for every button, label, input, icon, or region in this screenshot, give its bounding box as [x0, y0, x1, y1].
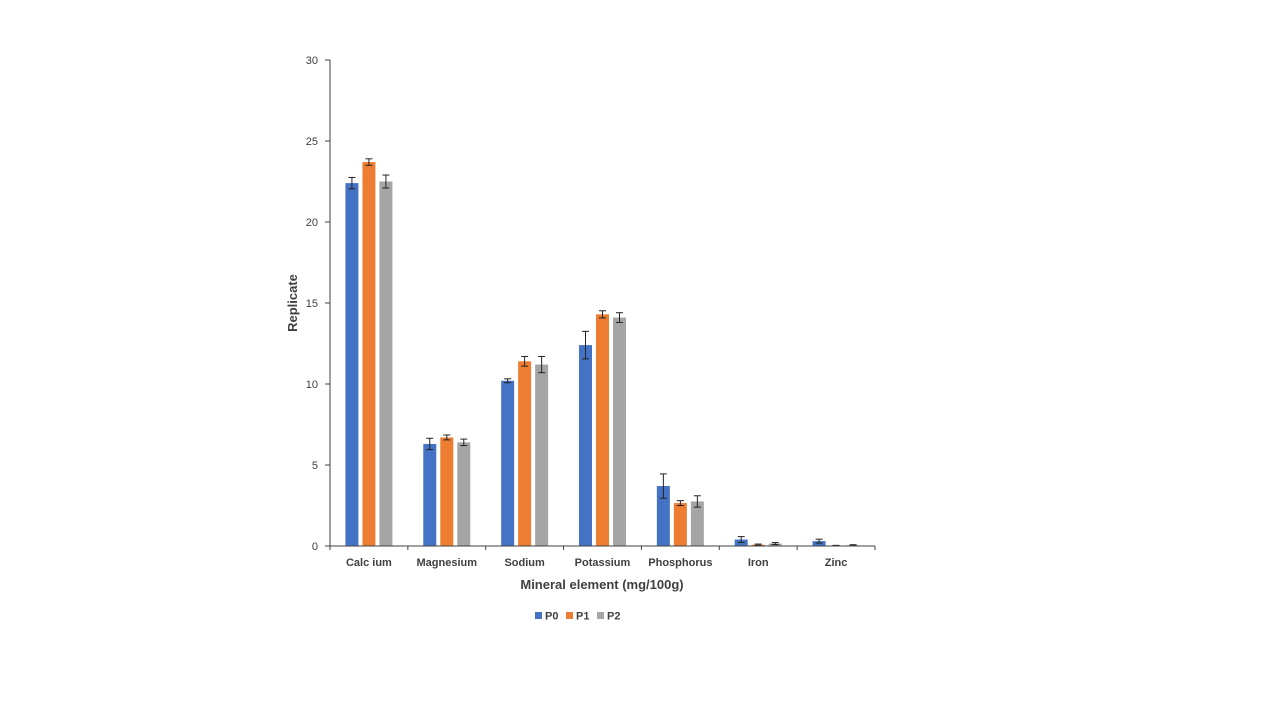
y-tick-label: 15	[306, 298, 318, 310]
y-tick-label: 25	[306, 136, 318, 148]
error-bar	[504, 378, 512, 384]
error-bar	[348, 176, 356, 190]
bar-p1	[673, 503, 687, 546]
bar-p2	[379, 181, 393, 546]
bar-p0	[501, 380, 515, 546]
legend-swatch-p0	[535, 612, 542, 619]
error-bar	[599, 310, 606, 319]
error-bar	[365, 158, 373, 166]
x-category-label: Magnesium	[417, 557, 478, 569]
bar-p2	[613, 317, 626, 546]
error-bar	[737, 536, 745, 543]
legend-label-p0: P0	[545, 611, 558, 623]
x-category-label: Zinc	[825, 557, 848, 569]
error-bar	[771, 542, 779, 546]
x-category-labels: Calc ium Magnesium Sodium Potassium Phosphor…	[329, 546, 876, 569]
y-tick-label: 0	[312, 541, 318, 553]
y-tick-label: 5	[312, 460, 318, 472]
x-category-label: Calc ium	[346, 557, 392, 569]
error-bar	[426, 437, 434, 451]
bar-p1	[596, 314, 609, 546]
bar-p0	[423, 443, 437, 546]
error-bar	[616, 312, 623, 323]
bars-layer	[345, 158, 860, 547]
error-bar	[538, 355, 546, 374]
y-axis-title: Replicate	[285, 274, 300, 332]
x-category-label: Sodium	[504, 557, 545, 569]
error-bar	[676, 500, 684, 506]
error-bar	[460, 438, 468, 447]
bar-p0	[579, 345, 592, 546]
bar-p1	[518, 361, 532, 546]
bar-p1	[362, 162, 376, 546]
y-tick-label: 10	[306, 379, 318, 391]
x-category-label: Iron	[748, 557, 769, 569]
error-bar	[582, 330, 589, 360]
bar-p0	[345, 183, 359, 546]
y-tick-label: 30	[306, 55, 318, 67]
bar-p2	[690, 501, 704, 546]
legend-swatch-p2	[597, 612, 604, 619]
x-category-label: Potassium	[575, 557, 631, 569]
y-tick-label: 20	[306, 217, 318, 229]
y-ticks: 0 5 10 15 20 25 30	[306, 55, 330, 553]
bar-p2	[457, 442, 471, 546]
legend-label-p1: P1	[576, 611, 589, 623]
bar-p2	[535, 364, 549, 546]
error-bar	[382, 174, 390, 189]
error-bar	[521, 355, 529, 367]
legend-label-p2: P2	[607, 611, 620, 623]
legend-swatch-p1	[566, 612, 573, 619]
bar-p0	[656, 486, 670, 546]
error-bar	[443, 434, 451, 441]
error-bar	[659, 473, 667, 499]
bar-p1	[440, 437, 454, 546]
legend: P0 P1 P2	[535, 611, 620, 623]
error-bar	[693, 495, 701, 508]
error-bar	[815, 538, 823, 544]
error-bar	[754, 543, 762, 546]
x-axis-title: Mineral element (mg/100g)	[520, 577, 683, 592]
x-category-label: Phosphorus	[648, 557, 712, 569]
